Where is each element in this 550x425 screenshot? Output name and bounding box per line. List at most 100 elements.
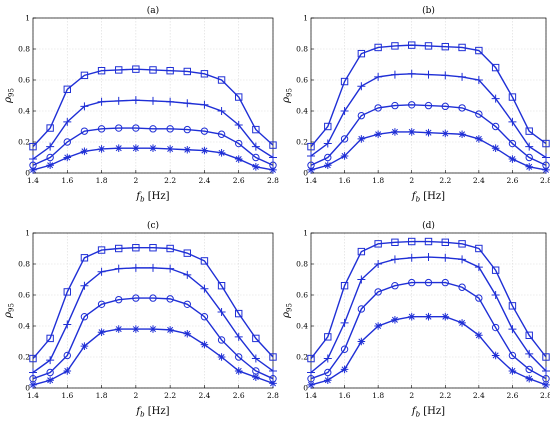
panel-title: (d) xyxy=(422,220,435,231)
data-point-square xyxy=(46,334,54,343)
data-point-asterisk xyxy=(307,166,315,174)
data-point-plus xyxy=(97,97,106,106)
data-point-circle xyxy=(80,313,89,321)
data-point-asterisk xyxy=(217,149,226,157)
data-point-asterisk xyxy=(166,326,174,334)
data-point-square xyxy=(408,237,416,246)
data-point-square xyxy=(525,127,533,135)
data-point-square xyxy=(424,237,433,246)
x-tick-label: 1.8 xyxy=(96,391,108,400)
data-point-square xyxy=(29,142,37,151)
y-axis-label: ρ95 xyxy=(3,88,16,104)
data-point-circle xyxy=(391,101,399,110)
data-point-plus xyxy=(46,142,55,151)
data-point-asterisk xyxy=(200,146,209,155)
data-point-asterisk xyxy=(29,166,37,174)
series-asterisk xyxy=(307,312,550,389)
panel-title: (c) xyxy=(147,220,159,231)
data-point-asterisk xyxy=(217,353,226,361)
data-point-asterisk xyxy=(424,128,433,137)
x-tick-label: 2.4 xyxy=(473,391,485,400)
data-point-plus xyxy=(525,349,534,358)
data-point-circle xyxy=(115,124,123,132)
data-point-square xyxy=(252,125,260,134)
y-tick-label: 0.8 xyxy=(296,45,308,54)
data-point-plus xyxy=(307,151,315,160)
y-tick-label: 0.4 xyxy=(296,322,308,331)
data-point-circle xyxy=(525,153,533,162)
panel-title: (b) xyxy=(422,5,435,16)
data-point-plus xyxy=(323,354,332,363)
data-point-square xyxy=(217,76,226,84)
x-tick-label: 2.6 xyxy=(506,176,518,185)
x-tick-label: 2 xyxy=(409,176,414,185)
data-point-asterisk xyxy=(269,166,277,174)
data-point-square xyxy=(340,282,349,290)
data-point-asterisk xyxy=(525,374,534,383)
y-tick-label: 0.8 xyxy=(296,260,308,269)
data-point-square xyxy=(357,49,366,58)
data-point-square xyxy=(97,246,106,254)
series-circle xyxy=(29,124,277,169)
data-point-asterisk xyxy=(458,130,466,139)
data-point-asterisk xyxy=(491,144,500,152)
chart-panel-a: 1.4 1.6 1.8 2 2.2 2.4 2.6 2.8 0 0.2 0.4 0.6 0.8 1 (a) f… xyxy=(3,5,279,204)
data-point-square xyxy=(200,257,209,265)
data-point-square xyxy=(408,41,416,49)
data-point-square xyxy=(458,240,466,248)
x-tick-label: 1.6 xyxy=(61,391,73,400)
data-point-circle xyxy=(200,127,209,135)
data-point-square xyxy=(80,254,89,262)
data-point-square xyxy=(491,266,500,274)
data-point-plus xyxy=(458,255,467,264)
data-point-circle xyxy=(97,125,106,133)
data-point-circle xyxy=(508,139,517,148)
data-point-asterisk xyxy=(200,340,209,349)
data-point-square xyxy=(458,43,466,52)
data-point-square xyxy=(324,122,332,131)
data-point-square xyxy=(183,249,191,257)
data-point-plus xyxy=(149,263,157,272)
series-circle xyxy=(29,294,277,383)
x-tick-label: 2.2 xyxy=(164,176,176,185)
data-point-square xyxy=(29,354,37,363)
data-point-plus xyxy=(491,291,500,299)
x-tick-label: 2.6 xyxy=(233,176,245,185)
data-point-plus xyxy=(340,318,349,327)
data-point-asterisk xyxy=(166,145,174,153)
data-point-asterisk xyxy=(114,144,123,152)
y-tick-label: 0.6 xyxy=(296,76,308,85)
series-line-circle xyxy=(32,127,274,166)
data-point-circle xyxy=(324,368,332,377)
data-point-square xyxy=(424,42,433,50)
x-tick-label: 1.4 xyxy=(27,176,39,185)
y-tick-label: 0 xyxy=(25,169,30,178)
data-point-asterisk xyxy=(340,152,349,160)
data-point-circle xyxy=(357,305,366,313)
data-point-square xyxy=(63,288,71,296)
data-point-square xyxy=(166,244,174,253)
series-line-circle xyxy=(310,281,547,380)
data-point-circle xyxy=(183,125,191,134)
data-point-square xyxy=(374,43,382,52)
data-point-circle xyxy=(252,153,260,162)
y-tick-label: 0.6 xyxy=(18,291,30,300)
data-point-asterisk xyxy=(97,328,106,336)
data-point-square xyxy=(269,141,277,149)
data-point-plus xyxy=(424,70,433,79)
data-point-plus xyxy=(183,99,192,108)
y-tick-label: 1 xyxy=(25,229,30,238)
x-tick-label: 2.8 xyxy=(540,391,550,400)
data-point-square xyxy=(542,139,550,148)
x-axis-label: fb [Hz] xyxy=(411,191,445,204)
data-point-circle xyxy=(441,278,449,287)
data-point-circle xyxy=(391,282,399,290)
data-point-circle xyxy=(458,104,466,112)
plot-frame xyxy=(310,232,547,389)
data-point-plus xyxy=(114,264,123,273)
data-point-circle xyxy=(63,351,71,360)
data-point-square xyxy=(149,66,157,74)
data-point-plus xyxy=(200,284,209,293)
data-point-asterisk xyxy=(508,367,517,375)
